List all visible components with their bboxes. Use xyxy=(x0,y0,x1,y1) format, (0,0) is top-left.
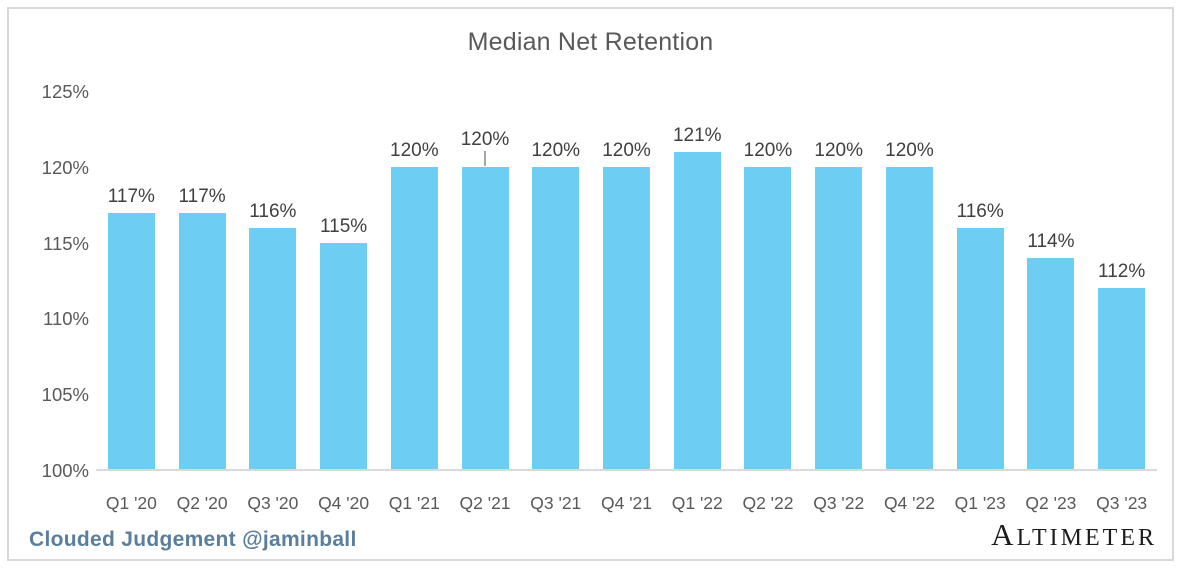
bar-value-label: 117% xyxy=(107,185,155,207)
bar-group: 112% xyxy=(1086,92,1157,469)
bar xyxy=(673,152,721,469)
x-tick-label: Q2 '21 xyxy=(459,493,511,513)
x-tick-label: Q2 '20 xyxy=(176,493,228,513)
bar-group: 121% xyxy=(662,92,733,469)
y-tick-label: 115% xyxy=(43,232,89,254)
y-tick-label: 105% xyxy=(41,384,89,406)
bar-value-label: 121% xyxy=(672,125,722,147)
bar xyxy=(956,227,1004,469)
bar-value-label: 116% xyxy=(249,200,297,222)
bar-group: 116% xyxy=(945,92,1016,469)
y-tick-label: 120% xyxy=(41,156,89,178)
bar xyxy=(390,167,438,469)
bar xyxy=(178,212,226,469)
x-tick-label: Q3 '22 xyxy=(813,493,865,513)
bar-group: 117% xyxy=(167,92,238,469)
bar-value-label: 120% xyxy=(390,140,439,162)
credit-text: Clouded Judgement @jaminball xyxy=(29,528,357,551)
chart-frame: Median Net Retention 125% 120% 115% 110% 105… xyxy=(7,7,1174,561)
bar xyxy=(532,167,580,469)
y-axis: 125% 120% 115% 110% 105% 100% xyxy=(25,81,89,481)
x-tick-label: Q1 '21 xyxy=(388,493,440,513)
bar-group: 120% xyxy=(803,92,874,469)
bar-value-label: 120% xyxy=(460,129,510,151)
bar-group: 120% xyxy=(379,92,450,469)
bar-group: 120% xyxy=(450,92,521,469)
bar xyxy=(320,242,368,469)
bar-value-label: 120% xyxy=(885,140,934,162)
bar-value-label: 120% xyxy=(602,140,651,162)
y-tick-label: 110% xyxy=(43,308,89,330)
bar-group: 115% xyxy=(308,92,379,469)
label-leader-line xyxy=(484,151,487,167)
bar-value-label: 112% xyxy=(1098,261,1146,283)
x-tick-label: Q2 '22 xyxy=(742,493,794,513)
x-tick-label: Q1 '20 xyxy=(105,493,157,513)
plot-area: 117% 117% 116% 115% 120% 120% 120% 120% 121% 120%… xyxy=(96,92,1157,471)
x-axis: Q1 '20 Q2 '20 Q3 '20 Q4 '20 Q1 '21 Q2 '21 Q3 '… xyxy=(96,482,1157,514)
bar-group: 120% xyxy=(874,92,945,469)
bar-value-label: 115% xyxy=(319,215,368,237)
x-tick-label: Q2 '23 xyxy=(1025,493,1077,513)
brand-logo-altimeter: ALTIMETER xyxy=(991,517,1157,552)
bar-value-label: 114% xyxy=(1027,230,1075,252)
x-tick-label: Q3 '20 xyxy=(247,493,299,513)
bar xyxy=(885,167,933,469)
bar xyxy=(1027,257,1075,469)
bar-value-label: 120% xyxy=(531,140,581,162)
bar xyxy=(603,167,650,469)
chart-title: Median Net Retention xyxy=(467,28,714,56)
x-tick-label: Q4 '20 xyxy=(318,493,370,513)
y-tick-label: 100% xyxy=(41,460,89,481)
bar-value-label: 120% xyxy=(814,140,864,162)
x-tick-label: Q3 '21 xyxy=(530,493,582,513)
bar xyxy=(1098,288,1146,469)
y-tick-label: 125% xyxy=(41,81,89,102)
bar xyxy=(744,167,792,469)
bar-group: 120% xyxy=(733,92,804,469)
bar xyxy=(815,167,863,469)
bar xyxy=(107,212,155,469)
x-tick-label: Q3 '23 xyxy=(1096,493,1148,513)
bar-value-label: 116% xyxy=(956,200,1004,222)
x-tick-label: Q4 '22 xyxy=(883,493,935,513)
bar-value-label: 117% xyxy=(178,185,226,207)
x-tick-label: Q4 '21 xyxy=(601,493,653,513)
bar-group: 120% xyxy=(520,92,591,469)
bar xyxy=(249,227,297,469)
bar-group: 117% xyxy=(96,92,167,469)
bar-group: 120% xyxy=(591,92,662,469)
bar-group: 116% xyxy=(237,92,308,469)
x-tick-label: Q1 '22 xyxy=(671,493,723,513)
bar xyxy=(461,167,509,469)
bar-value-label: 120% xyxy=(743,140,793,162)
bar-group: 114% xyxy=(1016,92,1087,469)
x-tick-label: Q1 '23 xyxy=(954,493,1006,513)
